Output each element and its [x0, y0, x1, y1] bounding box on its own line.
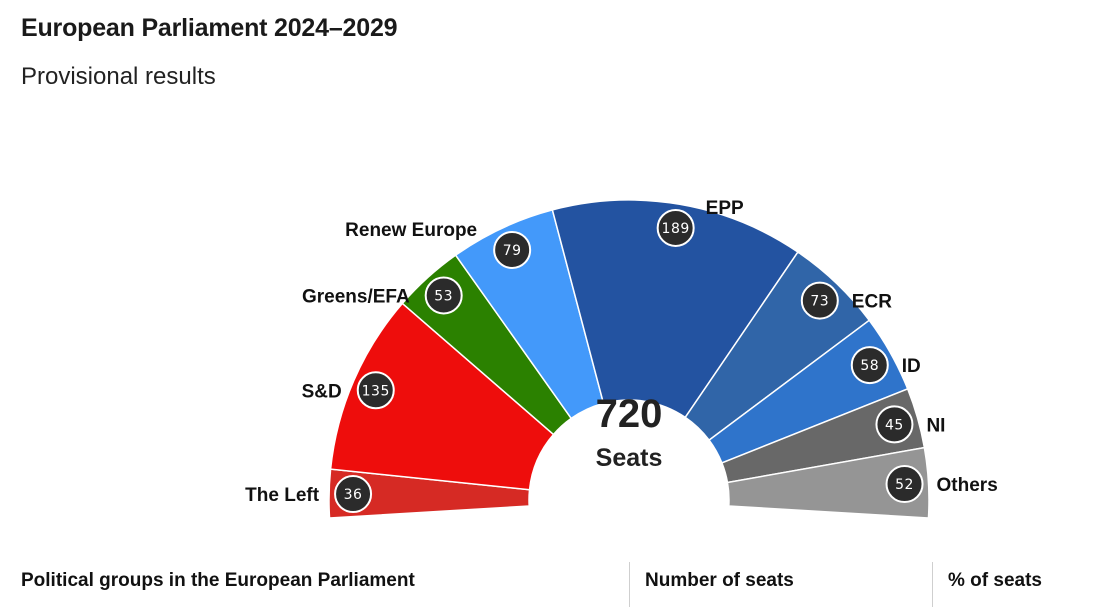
badge-circle — [493, 230, 532, 269]
badge-circle — [800, 281, 839, 320]
party-label-ni: NI — [926, 415, 945, 436]
party-label-others: Others — [937, 475, 998, 496]
column-header-percent[interactable]: % of seats — [948, 570, 1042, 591]
seat-badge-greens-efa: 53 — [424, 276, 463, 315]
column-header-seats[interactable]: Number of seats — [645, 570, 794, 591]
chart-subtitle: Provisional results — [21, 63, 216, 90]
seat-badge-others: 52 — [885, 465, 924, 504]
party-label-renew-europe: Renew Europe — [345, 220, 477, 241]
seat-count: 79 — [503, 243, 522, 259]
hemicycle-chart: 36 135 53 79 189 73 58 45 52 The Left S&D Greens/E… — [245, 198, 998, 519]
seat-badge-ecr: 73 — [800, 281, 839, 320]
badge-circle — [875, 405, 914, 444]
column-divider — [932, 562, 933, 607]
segment-sandd[interactable] — [329, 302, 555, 491]
seat-count: 73 — [810, 294, 829, 310]
seat-count: 45 — [885, 417, 904, 433]
badge-circle — [656, 208, 695, 247]
seat-badge-the-left: 36 — [334, 475, 373, 514]
badge-circle — [424, 276, 463, 315]
party-label-the-left: The Left — [245, 485, 320, 506]
badge-circle — [334, 475, 373, 514]
party-label-ecr: ECR — [852, 292, 892, 313]
seat-badges: 36 135 53 79 189 73 58 45 52 — [334, 208, 924, 514]
seat-badge-ni: 45 — [875, 405, 914, 444]
column-divider — [629, 562, 630, 607]
total-seats-label: Seats — [596, 444, 663, 472]
badge-circle — [885, 465, 924, 504]
seat-count: 135 — [362, 383, 390, 399]
results-table-header: Political groups in the European Parliam… — [0, 560, 1093, 607]
column-header-group[interactable]: Political groups in the European Parliam… — [21, 570, 415, 591]
chart-title: European Parliament 2024–2029 — [21, 14, 398, 42]
party-label-id: ID — [902, 356, 921, 377]
seat-count: 58 — [860, 358, 879, 374]
seat-count: 36 — [344, 487, 363, 503]
seat-count: 189 — [662, 221, 690, 237]
total-seats-value: 720 — [596, 392, 663, 436]
segment-others[interactable] — [726, 446, 930, 519]
badge-circle — [850, 346, 889, 385]
party-label-greens-efa: Greens/EFA — [302, 286, 410, 307]
seat-badge-sandd: 135 — [356, 371, 395, 410]
seat-count: 52 — [895, 477, 914, 493]
badge-circle — [356, 371, 395, 410]
party-label-epp: EPP — [706, 198, 744, 219]
seat-badge-id: 58 — [850, 346, 889, 385]
party-label-sandd: S&D — [302, 381, 342, 402]
seat-badge-renew-europe: 79 — [493, 230, 532, 269]
seat-count: 53 — [434, 288, 453, 304]
seat-badge-epp: 189 — [656, 208, 695, 247]
segment-epp[interactable] — [551, 199, 799, 419]
party-labels: The Left S&D Greens/EFA Renew Europe EPP ECR I… — [245, 198, 998, 506]
